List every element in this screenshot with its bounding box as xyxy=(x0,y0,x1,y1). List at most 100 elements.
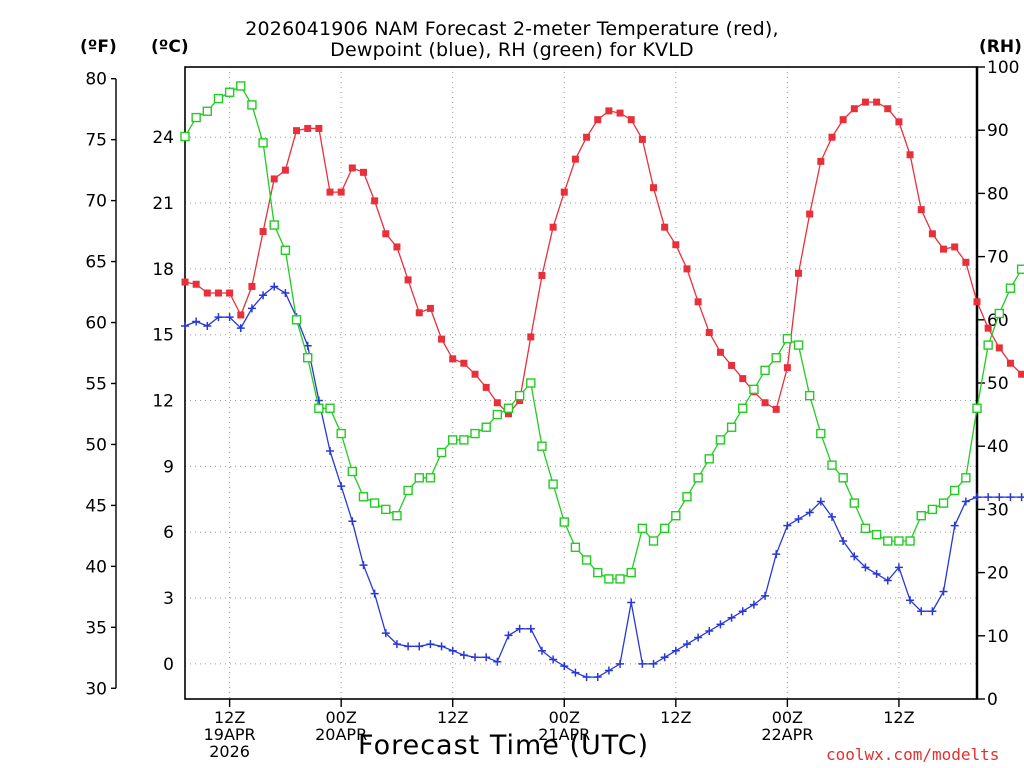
data-point xyxy=(872,569,881,578)
data-point xyxy=(537,646,546,655)
data-point xyxy=(404,276,412,284)
x-tick-label: 00Z xyxy=(772,708,803,727)
data-point xyxy=(369,498,380,508)
data-point xyxy=(347,466,358,477)
data-point xyxy=(660,653,669,662)
data-point xyxy=(850,105,858,113)
data-point xyxy=(460,359,468,367)
data-point xyxy=(938,498,949,508)
data-point xyxy=(514,390,525,401)
data-point xyxy=(638,659,647,668)
data-point xyxy=(817,157,825,165)
data-point xyxy=(883,576,892,585)
data-point xyxy=(682,492,692,502)
data-point xyxy=(928,230,936,238)
x-tick-label: 2026 xyxy=(209,742,250,761)
data-point xyxy=(325,403,335,413)
rh-unit-label: (RH) xyxy=(979,37,1022,57)
data-point xyxy=(672,241,680,249)
data-point xyxy=(482,383,490,391)
data-point xyxy=(314,403,324,413)
celsius-tick-label: 9 xyxy=(163,457,174,477)
data-point xyxy=(559,517,569,527)
data-point xyxy=(805,508,814,517)
rh-tick-label: 80 xyxy=(987,184,1009,204)
data-point xyxy=(661,223,669,231)
data-point xyxy=(906,151,914,159)
data-point xyxy=(560,188,568,196)
source-credit: coolwx.com/modelts xyxy=(826,745,1000,764)
data-point xyxy=(648,536,659,546)
data-point xyxy=(705,329,713,337)
data-point xyxy=(459,435,469,445)
data-point xyxy=(381,629,390,638)
data-point xyxy=(783,521,792,530)
data-point xyxy=(527,333,535,341)
data-point xyxy=(448,435,458,445)
series-line xyxy=(184,101,1024,415)
data-point xyxy=(984,493,993,502)
data-point xyxy=(860,523,871,534)
fahrenheit-tick-label: 35 xyxy=(85,618,107,638)
data-point xyxy=(370,589,379,598)
x-tick-label: 21APR xyxy=(538,725,590,744)
data-point xyxy=(783,364,791,372)
data-point xyxy=(694,633,703,642)
rh-tick-label: 90 xyxy=(987,121,1009,141)
data-point xyxy=(571,155,579,163)
data-point xyxy=(415,642,424,651)
data-point xyxy=(883,536,893,546)
plot-frame xyxy=(184,66,978,700)
data-point xyxy=(705,626,714,635)
rh-tick-label: 40 xyxy=(987,437,1009,457)
data-point xyxy=(281,289,290,298)
data-point xyxy=(795,269,803,277)
data-point xyxy=(337,188,345,196)
data-point xyxy=(481,422,491,432)
fahrenheit-tick-label: 75 xyxy=(85,131,107,151)
celsius-tick-label: 3 xyxy=(163,589,174,609)
data-point xyxy=(616,659,625,668)
data-point xyxy=(359,168,367,176)
data-point xyxy=(470,428,480,439)
data-point xyxy=(849,498,859,508)
x-tick-label: 12Z xyxy=(883,708,914,727)
data-point xyxy=(905,536,915,546)
data-point xyxy=(449,355,457,363)
data-point xyxy=(214,313,223,322)
fahrenheit-tick-label: 80 xyxy=(85,70,107,90)
data-point xyxy=(582,673,591,682)
data-point xyxy=(269,220,279,230)
data-point xyxy=(471,370,479,378)
data-point xyxy=(917,206,925,214)
data-point xyxy=(816,497,825,506)
series-dewpoint xyxy=(181,282,1024,682)
data-point xyxy=(425,473,436,483)
data-point xyxy=(315,124,323,132)
data-point xyxy=(839,537,848,545)
data-point xyxy=(448,646,457,655)
data-point xyxy=(493,399,501,407)
data-point xyxy=(516,397,524,405)
data-point xyxy=(549,655,558,664)
x-tick-label: 22APR xyxy=(761,725,813,744)
data-point xyxy=(392,511,402,521)
data-point xyxy=(604,574,614,584)
data-point xyxy=(650,184,658,192)
data-point xyxy=(793,340,804,350)
data-point xyxy=(682,640,691,649)
data-point xyxy=(749,600,758,609)
data-point xyxy=(358,492,369,502)
series-line xyxy=(184,85,1024,580)
data-point xyxy=(426,304,434,312)
data-point xyxy=(637,523,648,534)
fahrenheit-tick-label: 70 xyxy=(85,192,107,212)
x-tick-label: 19APR xyxy=(204,725,256,744)
data-point xyxy=(570,542,581,553)
rh-tick-label: 30 xyxy=(987,500,1009,520)
data-point xyxy=(949,485,960,496)
data-point xyxy=(415,309,423,317)
data-point xyxy=(962,258,970,266)
rh-tick-label: 10 xyxy=(987,627,1009,647)
